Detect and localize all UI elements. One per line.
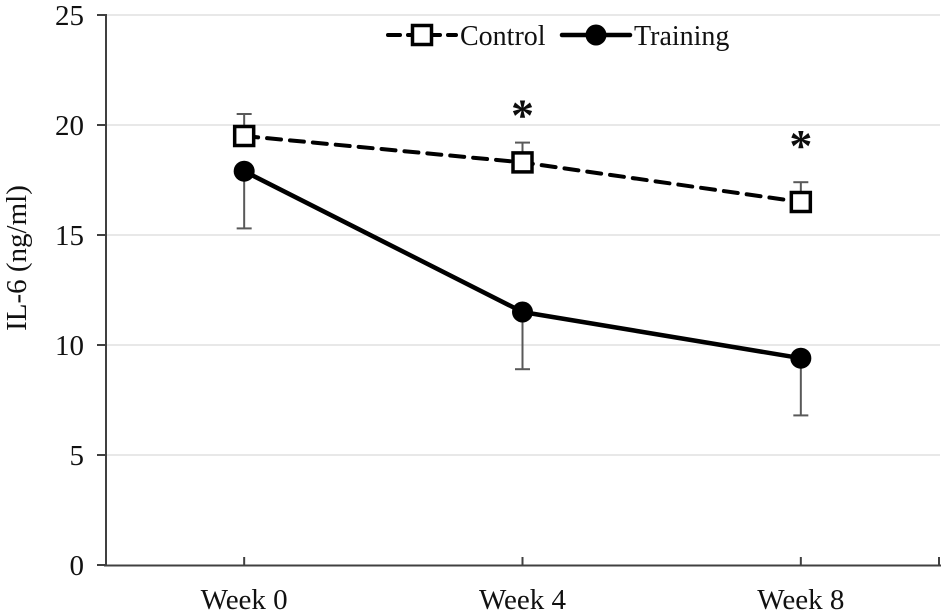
- y-tick-label: 5: [70, 440, 85, 472]
- y-tick-label: 20: [55, 110, 84, 142]
- marker-open-square-control-0: [232, 124, 256, 148]
- x-tick-label: Week 0: [201, 584, 288, 615]
- y-tick-label: 0: [70, 550, 85, 582]
- legend-label-control: Control: [460, 21, 546, 52]
- y-axis-title-group: IL-6 (ng/ml): [1, 185, 33, 331]
- marker-open-square-control-2: [789, 190, 813, 214]
- significance-asterisk-week-4: *: [511, 89, 534, 140]
- marker-filled-circle-training-1: [512, 301, 533, 323]
- y-tick-label: 15: [55, 220, 84, 252]
- y-axis-title: IL-6 (ng/ml): [1, 185, 33, 331]
- x-tick-label: Week 8: [757, 584, 844, 615]
- series-control: [232, 124, 813, 214]
- annotations: **: [511, 89, 812, 171]
- x-tick-label: Week 4: [479, 584, 567, 615]
- series-training: [233, 160, 812, 369]
- legend: Control Training: [386, 21, 729, 52]
- y-tick-label: 25: [55, 0, 84, 32]
- marker-open-square-control-1: [511, 151, 534, 174]
- marker-filled-circle-legend-training: [585, 24, 607, 46]
- marker-filled-circle-training-0: [233, 160, 255, 182]
- significance-asterisk-week-8: *: [789, 120, 812, 171]
- y-axis-ticks-and-labels: 0 5 10 15 20 25: [55, 0, 106, 582]
- legend-item-control: Control: [386, 21, 546, 52]
- marker-open-square-legend-control: [410, 23, 434, 47]
- y-tick-label: 10: [55, 330, 84, 362]
- legend-label-training: Training: [634, 21, 729, 52]
- legend-item-training: Training: [559, 21, 729, 52]
- gridlines: [105, 14, 940, 456]
- marker-filled-circle-training-2: [790, 347, 812, 369]
- x-axis-ticks-and-labels: Week 0 Week 4 Week 8: [201, 557, 940, 615]
